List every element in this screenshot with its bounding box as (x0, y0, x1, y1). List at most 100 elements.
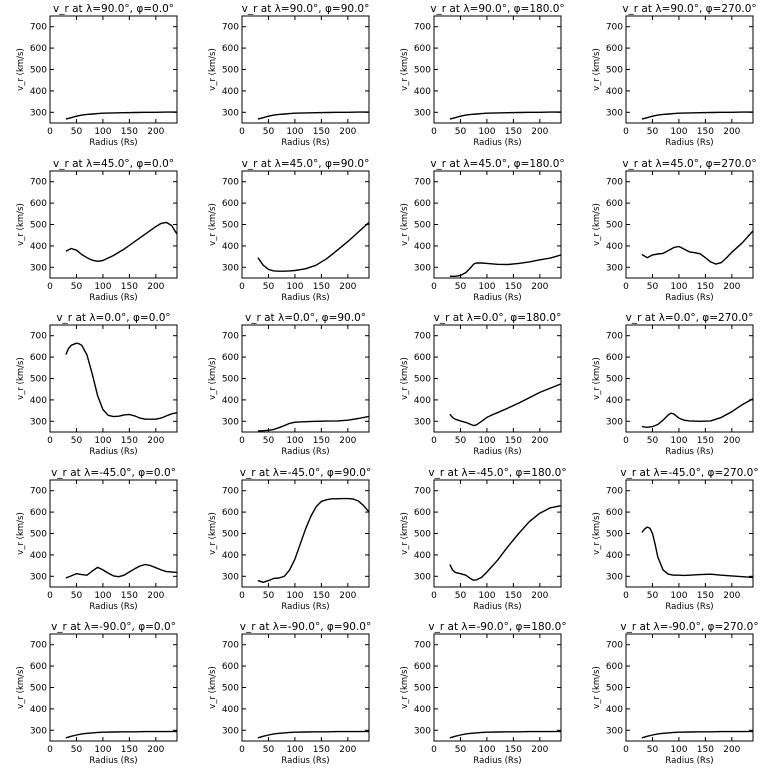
x-tick-label: 200 (723, 745, 740, 755)
x-tick-label: 100 (94, 591, 111, 601)
chart-title: v_r at λ=45.0°, φ=90.0° (242, 158, 370, 170)
plot-frame (433, 324, 562, 433)
x-tick-label: 150 (697, 436, 714, 446)
y-axis-label: v_r (km/s) (592, 357, 602, 400)
y-tick-label: 600 (414, 44, 431, 54)
x-tick-label: 50 (263, 127, 275, 137)
y-tick-label: 600 (606, 353, 623, 363)
x-axis-label: Radius (Rs) (89, 447, 137, 457)
y-tick-label: 700 (222, 332, 239, 342)
y-tick-label: 700 (414, 487, 431, 497)
y-tick-label: 700 (414, 23, 431, 33)
y-axis-label: v_r (km/s) (208, 357, 218, 400)
x-tick-label: 100 (670, 591, 687, 601)
y-axis-label: v_r (km/s) (208, 48, 218, 91)
x-axis-label: Radius (Rs) (665, 447, 713, 457)
x-tick-label: 150 (121, 282, 138, 292)
x-tick-label: 200 (531, 282, 548, 292)
chart-title: v_r at λ=90.0°, φ=90.0° (242, 3, 370, 15)
plot-frame (241, 479, 370, 588)
y-tick-label: 700 (222, 23, 239, 33)
x-axis-label: Radius (Rs) (473, 293, 521, 303)
y-tick-label: 300 (414, 417, 431, 427)
y-tick-label: 700 (30, 23, 47, 33)
y-tick-label: 500 (606, 530, 623, 540)
x-tick-label: 100 (286, 436, 303, 446)
series-line (65, 342, 178, 420)
y-tick-label: 500 (30, 684, 47, 694)
y-tick-label: 600 (222, 44, 239, 54)
x-axis-label: Radius (Rs) (281, 293, 329, 303)
series-line (641, 730, 754, 739)
y-tick-label: 500 (30, 66, 47, 76)
chart-panel-10: 0 50 100 150 200 300 400 500 600 700 v_r at λ=0.0°… (208, 312, 370, 457)
y-tick-label: 400 (414, 705, 431, 715)
y-axis-label: v_r (km/s) (400, 203, 410, 246)
y-axis-label: v_r (km/s) (16, 48, 26, 91)
x-tick-label: 0 (239, 591, 245, 601)
x-tick-label: 150 (313, 591, 330, 601)
y-tick-label: 500 (606, 684, 623, 694)
x-tick-label: 50 (455, 282, 467, 292)
x-tick-label: 50 (263, 591, 275, 601)
plot-frame (49, 15, 178, 124)
y-axis-label: v_r (km/s) (592, 48, 602, 91)
x-tick-label: 200 (723, 127, 740, 137)
x-tick-label: 100 (94, 436, 111, 446)
x-axis-label: Radius (Rs) (89, 602, 137, 612)
x-tick-label: 150 (697, 282, 714, 292)
y-axis-label: v_r (km/s) (208, 203, 218, 246)
x-tick-label: 0 (239, 282, 245, 292)
x-tick-label: 150 (697, 127, 714, 137)
x-tick-label: 150 (313, 282, 330, 292)
y-tick-label: 400 (222, 705, 239, 715)
chart-title: v_r at λ=0.0°, φ=0.0° (56, 312, 170, 324)
y-tick-label: 400 (414, 87, 431, 97)
x-tick-label: 200 (339, 282, 356, 292)
y-tick-label: 600 (414, 353, 431, 363)
series-line (65, 221, 178, 262)
x-tick-label: 200 (723, 591, 740, 601)
y-tick-label: 500 (414, 530, 431, 540)
y-tick-label: 700 (606, 641, 623, 651)
chart-panel-9: 0 50 100 150 200 300 400 500 600 700 v_r at λ=0.0°… (16, 312, 178, 457)
y-tick-label: 300 (222, 726, 239, 736)
series-line (257, 497, 370, 583)
y-axis-label: v_r (km/s) (208, 666, 218, 709)
x-tick-label: 0 (431, 282, 437, 292)
y-tick-label: 600 (606, 508, 623, 518)
y-tick-label: 700 (606, 23, 623, 33)
x-tick-label: 50 (455, 127, 467, 137)
y-tick-label: 700 (606, 178, 623, 188)
y-tick-label: 400 (30, 87, 47, 97)
x-tick-label: 0 (623, 745, 629, 755)
y-tick-label: 300 (414, 726, 431, 736)
y-tick-label: 300 (30, 108, 47, 118)
x-tick-label: 0 (431, 745, 437, 755)
chart-title: v_r at λ=90.0°, φ=0.0° (53, 3, 174, 15)
plot-frame (625, 324, 754, 433)
y-tick-label: 500 (414, 221, 431, 231)
y-tick-label: 500 (222, 375, 239, 385)
y-axis-label: v_r (km/s) (16, 512, 26, 555)
x-tick-label: 50 (263, 282, 275, 292)
chart-title: v_r at λ=90.0°, φ=270.0° (622, 3, 756, 15)
x-tick-label: 150 (121, 127, 138, 137)
x-axis-label: Radius (Rs) (665, 138, 713, 148)
x-tick-label: 100 (670, 745, 687, 755)
y-tick-label: 500 (30, 221, 47, 231)
x-tick-label: 50 (263, 436, 275, 446)
y-tick-label: 300 (30, 572, 47, 582)
x-tick-label: 200 (531, 127, 548, 137)
y-axis-label: v_r (km/s) (592, 512, 602, 555)
y-tick-label: 500 (606, 66, 623, 76)
series-line (449, 505, 562, 581)
y-tick-label: 300 (30, 417, 47, 427)
chart-panel-8: 0 50 100 150 200 300 400 500 600 700 v_r at λ=45.0… (592, 158, 757, 303)
y-tick-label: 700 (414, 178, 431, 188)
plot-frame (49, 633, 178, 742)
y-axis-label: v_r (km/s) (400, 512, 410, 555)
